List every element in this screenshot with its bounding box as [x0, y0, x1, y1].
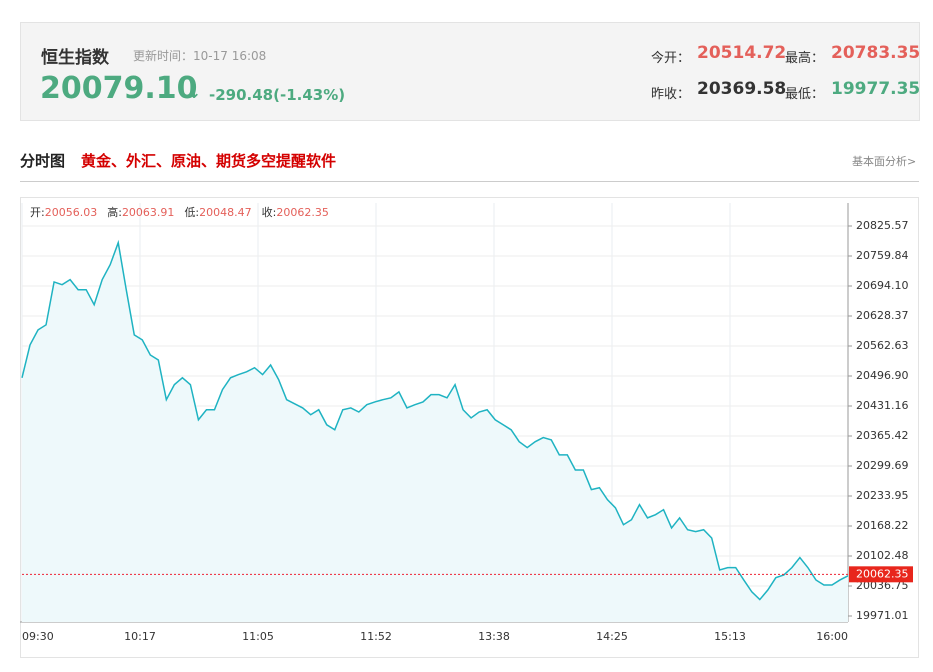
y-tick-label: 20299.69	[856, 459, 909, 472]
prev: 20369.58	[697, 79, 787, 99]
update-label: 更新时间：10-17 16:08	[133, 47, 266, 64]
y-tick-label: 20102.48	[856, 549, 909, 562]
update-label-text: 更新时间：	[133, 49, 194, 63]
arrow: ↓	[187, 83, 202, 103]
chart-frame	[20, 197, 919, 658]
open-label: 今开：	[651, 51, 691, 66]
change: -290.48(-1.43%)	[209, 86, 346, 104]
high-label: 最高：	[785, 51, 825, 66]
ohlc-value: 20048.47	[199, 206, 252, 219]
promo-link[interactable]: 黄金、外汇、原油、期货多空提醒软件	[81, 152, 337, 170]
ohlc-label: 开:	[30, 206, 45, 219]
x-tick-label: 14:25	[596, 630, 628, 643]
x-tick-label: 16:00	[816, 630, 848, 643]
divider	[20, 181, 919, 182]
y-tick-label: 20168.22	[856, 519, 909, 532]
analysis-link[interactable]: 基本面分析>	[852, 155, 917, 168]
low: 19977.35	[831, 79, 921, 99]
y-tick-label: 20431.16	[856, 399, 909, 412]
x-tick-label: 15:13	[714, 630, 746, 643]
quote-header: 恒生指数 更新时间：10-17 16:08 20079.10 ↓ -290.48…	[20, 22, 920, 121]
last-price-box	[849, 566, 913, 583]
update-time: 10-17 16:08	[193, 49, 267, 63]
low-label: 最低：	[785, 87, 825, 102]
y-tick-label: 20694.10	[856, 279, 909, 292]
y-tick-label: 20759.84	[856, 249, 909, 262]
x-tick-label: 13:38	[478, 630, 510, 643]
index-name: 恒生指数	[41, 48, 109, 68]
open: 20514.72	[697, 43, 787, 63]
high: 20783.35	[831, 43, 921, 63]
y-tick-label: 20628.37	[856, 309, 909, 322]
y-tick-label: 20825.57	[856, 219, 909, 232]
ohlc-label: 收:	[262, 205, 277, 219]
ohlc-label: 高:	[107, 205, 122, 219]
y-tick-label: 20233.95	[856, 489, 909, 502]
x-tick-label: 11:05	[242, 630, 274, 643]
price-line	[21, 239, 849, 601]
x-tick-label: 10:17	[124, 630, 156, 643]
y-tick-label: 19971.01	[856, 609, 909, 622]
price: 20079.10	[40, 71, 198, 106]
ohlc-info: 开:20056.03 高:20063.91 低:20048.47 收:20062.35	[30, 205, 329, 219]
ohlc-label: 低:	[184, 206, 199, 219]
y-tick-label: 20365.42	[856, 429, 909, 442]
ohlc-value: 20056.03	[45, 206, 98, 219]
last-price-label: 20062.35	[856, 567, 909, 580]
prev-label: 昨收：	[651, 87, 691, 102]
y-tick-label: 20562.63	[856, 339, 909, 352]
ohlc-value: 20062.35	[276, 206, 329, 219]
area	[22, 242, 848, 622]
x-tick-label: 09:30	[22, 630, 54, 643]
ohlc-value: 20063.91	[122, 206, 175, 219]
y-tick-label: 20496.90	[856, 369, 909, 382]
section-title: 分时图	[20, 152, 66, 170]
x-tick-label: 11:52	[360, 630, 392, 643]
